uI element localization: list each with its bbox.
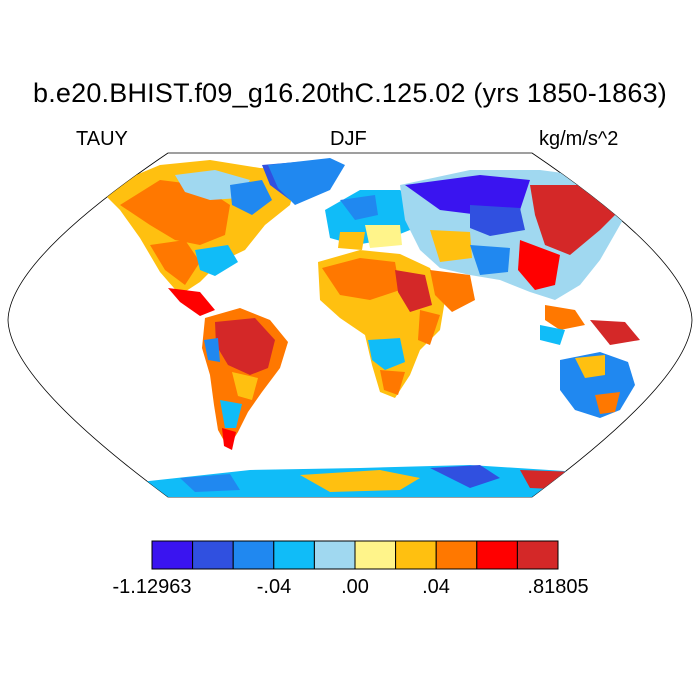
colorbar-box (435, 540, 478, 570)
colorbar-box (151, 540, 194, 570)
colorbar-box (354, 540, 397, 570)
south-america (202, 308, 288, 450)
greenland (268, 158, 345, 205)
colorbar (151, 540, 559, 570)
colorbar-box (476, 540, 518, 570)
season-label: DJF (330, 128, 367, 150)
colorbar-label: .81805 (527, 576, 589, 598)
southeast-asia (540, 305, 640, 345)
australia (560, 352, 635, 418)
colorbar-box (395, 540, 437, 570)
africa (318, 250, 445, 398)
colorbar-box (192, 540, 234, 570)
europe (325, 190, 420, 250)
asia (400, 170, 640, 312)
colorbar-label: -.04 (256, 576, 292, 598)
plot-title: b.e20.BHIST.f09_g16.20thC.125.02 (yrs 18… (32, 78, 667, 108)
units-label: kg/m/s^2 (539, 128, 619, 150)
colorbar-label: .04 (422, 576, 450, 598)
colorbar-box (232, 540, 275, 570)
antarctica (120, 465, 600, 497)
colorbar-box (313, 540, 356, 570)
colorbar-label: .00 (341, 576, 369, 598)
colorbar-label: -1.12963 (112, 576, 192, 598)
variable-label: TAUY (76, 128, 128, 150)
colorbar-box (273, 540, 315, 570)
colorbar-box (516, 540, 559, 570)
